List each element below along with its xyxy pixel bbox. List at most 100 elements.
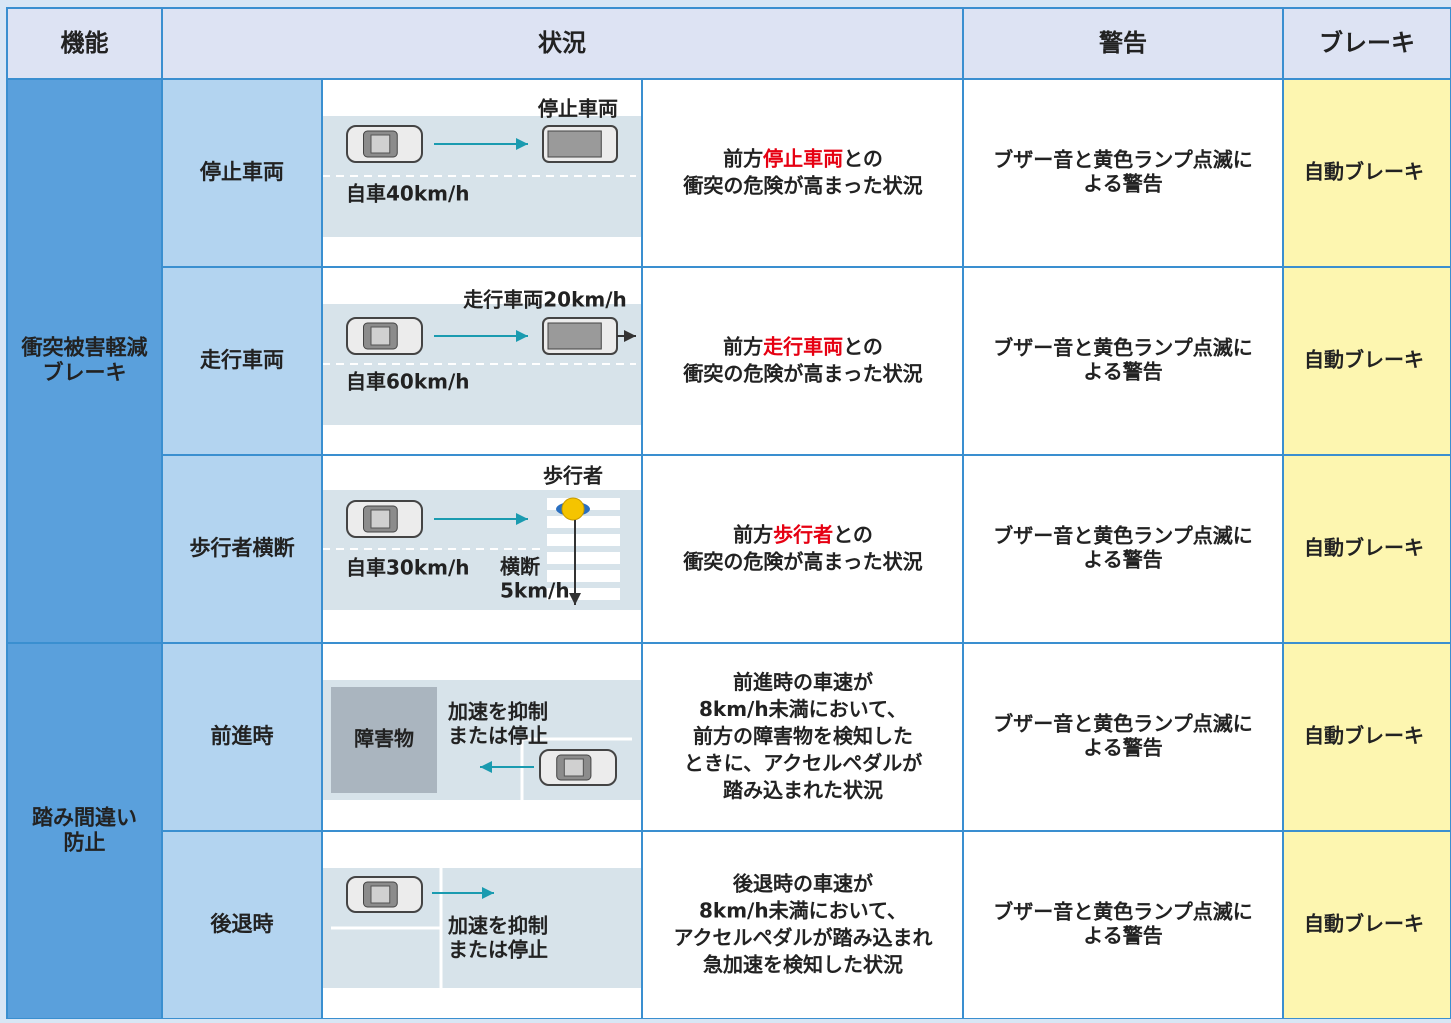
warning-line: ブザー音と黄色ランプ点滅に xyxy=(993,900,1252,924)
car xyxy=(346,500,423,538)
diagram-label: 5km/h xyxy=(500,579,570,603)
crosswalk xyxy=(547,588,620,600)
diagram-label: 走行車両20km/h xyxy=(463,288,627,312)
sub-function: 前進時 xyxy=(211,724,274,748)
warning-line: よる警告 xyxy=(1083,736,1162,760)
situation-line: 前進時の車速が xyxy=(733,670,873,694)
situation-text: 急加速を検知した状況 xyxy=(703,952,903,976)
car-roof xyxy=(563,758,584,777)
diagram-label: 自車60km/h xyxy=(346,370,470,394)
arrow-head xyxy=(516,330,528,342)
van-roof xyxy=(547,130,602,158)
function-bg xyxy=(7,79,162,1019)
diagram-label: または停止 xyxy=(448,724,548,748)
situation-line: 衝突の危険が高まった状況 xyxy=(682,549,922,573)
brake-bg xyxy=(1283,79,1451,1019)
header-cell: 警告 xyxy=(1098,29,1147,57)
situation-text: との xyxy=(843,334,883,358)
situation-line: 前方走行車両との xyxy=(723,334,883,358)
car xyxy=(346,876,423,913)
warning-line: ブザー音と黄色ランプ点滅に xyxy=(993,148,1252,172)
crosswalk xyxy=(547,570,620,582)
arrow-head xyxy=(569,593,581,605)
car-roof xyxy=(370,885,391,904)
warning-line: ブザー音と黄色ランプ点滅に xyxy=(993,336,1252,360)
header-cell: 状況 xyxy=(538,29,586,57)
situation-line: 8km/h未満において、 xyxy=(699,898,907,922)
diagram-label: 歩行者 xyxy=(543,464,603,488)
arrow-head xyxy=(624,330,636,342)
brake: 自動ブレーキ xyxy=(1304,160,1424,184)
situation-text: 8km/h未満において、 xyxy=(699,898,907,922)
situation-text: 停止車両 xyxy=(762,146,843,170)
arrow-head xyxy=(516,138,528,150)
pedestrian xyxy=(561,497,585,521)
obstacle xyxy=(331,687,437,793)
warning-line: よる警告 xyxy=(1083,360,1162,384)
situation-line: ときに、アクセルペダルが xyxy=(684,751,922,775)
situation-text: 前方の障害物を検知した xyxy=(693,724,913,748)
situation-line: 急加速を検知した状況 xyxy=(703,952,903,976)
sub-function: 停止車両 xyxy=(199,160,284,184)
brake: 自動ブレーキ xyxy=(1304,724,1424,748)
obstacle-label: 障害物 xyxy=(354,727,414,751)
arrow-head xyxy=(480,761,492,773)
car-roof xyxy=(370,326,391,346)
situation-text: 後退時の車速が xyxy=(732,871,873,895)
van xyxy=(542,317,618,355)
crosswalk xyxy=(547,552,620,564)
header-cell: ブレーキ xyxy=(1319,29,1415,57)
diagram-label: 自車40km/h xyxy=(346,182,470,206)
brake: 自動ブレーキ xyxy=(1304,912,1424,936)
situation-text: 踏み込まれた状況 xyxy=(723,778,883,802)
car-roof xyxy=(370,134,391,154)
diagram-label: 加速を抑制 xyxy=(447,914,548,938)
situation-text: 歩行者 xyxy=(773,522,833,546)
car-roof xyxy=(370,509,391,529)
diagram-label: 自車30km/h xyxy=(346,556,470,580)
brake: 自動ブレーキ xyxy=(1304,348,1424,372)
situation-text: 走行車両 xyxy=(763,334,843,358)
situation-line: 衝突の危険が高まった状況 xyxy=(682,173,922,197)
function-label: ブレーキ xyxy=(43,361,127,385)
situation-text: 前方 xyxy=(733,522,773,546)
warning-line: よる警告 xyxy=(1083,924,1162,948)
situation-text: 8km/h未満において、 xyxy=(699,697,907,721)
situation-text: アクセルペダルが踏み込まれ xyxy=(674,925,933,949)
warning-line: ブザー音と黄色ランプ点滅に xyxy=(993,712,1252,736)
diagram-label: 加速を抑制 xyxy=(447,700,548,724)
crosswalk xyxy=(547,516,620,528)
situation-text: との xyxy=(833,522,873,546)
car xyxy=(346,317,423,355)
warning-line: よる警告 xyxy=(1083,548,1162,572)
situation-text: ときに、アクセルペダルが xyxy=(684,751,922,775)
situation-line: 踏み込まれた状況 xyxy=(723,778,883,802)
header-cell: 機能 xyxy=(61,29,109,57)
situation-text: 衝突の危険が高まった状況 xyxy=(682,549,922,573)
van-roof xyxy=(547,322,602,350)
function-label: 防止 xyxy=(64,831,106,855)
sub-function: 後退時 xyxy=(210,912,274,936)
diagram-label: 停止車両 xyxy=(537,97,618,121)
situation-text: 前方 xyxy=(723,334,763,358)
sub-function: 走行車両 xyxy=(200,348,284,372)
warning-line: よる警告 xyxy=(1083,172,1162,196)
diagram-label: 横断 xyxy=(500,555,540,579)
situation-text: との xyxy=(843,146,883,170)
car xyxy=(539,749,617,786)
function-label: 衝突被害軽減 xyxy=(21,336,148,360)
situation-line: 衝突の危険が高まった状況 xyxy=(682,361,922,385)
situation-line: 前方の障害物を検知した xyxy=(693,724,913,748)
situation-text: 衝突の危険が高まった状況 xyxy=(682,173,922,197)
diagram-label: または停止 xyxy=(448,938,548,962)
situation-line: 前方停止車両との xyxy=(723,146,883,170)
situation-text: 前方 xyxy=(723,146,763,170)
sub-function: 歩行者横断 xyxy=(190,536,295,560)
header-bg xyxy=(7,8,1451,79)
arrow-head xyxy=(516,513,528,525)
van xyxy=(542,125,618,163)
situation-text: 前進時の車速が xyxy=(733,670,873,694)
function-label: 踏み間違い xyxy=(32,806,137,830)
arrow-head xyxy=(482,887,494,899)
